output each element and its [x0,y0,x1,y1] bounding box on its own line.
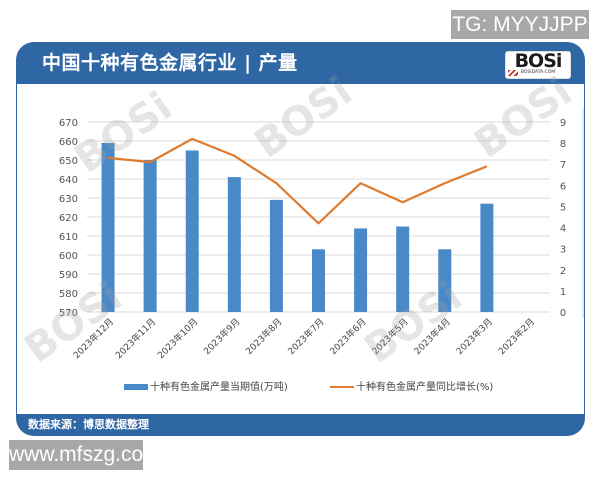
chart-footer: 数据来源：博思数据整理 [16,414,585,436]
left-axis-tick: 610 [59,232,78,243]
left-axis-tick: 670 [59,118,78,129]
bosi-logo: BOSi BOSIDATA.COM [505,50,571,79]
left-axis-tick: 660 [59,137,78,148]
bar [185,150,199,312]
category-label: 2023年7月 [285,316,326,357]
right-axis-tick: 1 [560,287,566,298]
chart-legend: 十种有色金属产量当期值(万吨) 十种有色金属产量同比增长(%) [0,381,600,395]
chart-title: 中国十种有色金属行业 | 产量 [42,52,298,74]
logo-stripe-icon [508,70,518,76]
bar [354,228,368,312]
line-swatch-icon [330,386,354,388]
left-axis-tick: 590 [59,270,78,281]
category-label: 2023年10月 [155,316,201,362]
website-watermark-badge: www.mfszg.com [9,440,161,470]
left-axis-tick: 570 [59,308,78,319]
right-axis-tick: 5 [560,202,566,213]
right-axis-tick: 3 [560,245,566,256]
logo-text: BOSi [514,50,563,72]
category-label: 2023年11月 [113,316,159,362]
bar [438,249,452,312]
bar [396,226,410,312]
bar [101,142,115,312]
legend-line-label: 十种有色金属产量同比增长(%) [356,382,494,393]
bar [143,160,157,312]
right-axis-tick: 0 [560,308,566,319]
bar [227,177,241,312]
bar [312,249,325,312]
bar [269,199,283,312]
category-label: 2023年4月 [411,316,452,357]
legend-bar-label: 十种有色金属产量当期值(万吨) [150,382,288,393]
category-label: 2023年9月 [201,316,242,357]
logo-subtext: BOSIDATA.COM [520,70,556,75]
right-axis-tick: 2 [560,266,566,277]
left-axis-tick: 630 [59,194,78,205]
right-axis-tick: 8 [560,139,566,150]
left-axis-tick: 600 [59,251,78,262]
left-axis-tick: 640 [59,175,78,186]
right-axis-tick: 9 [560,118,566,129]
category-label: 2023年12月 [71,316,117,362]
legend-item-bar: 十种有色金属产量当期值(万吨) [124,381,288,395]
bar-swatch-icon [124,384,148,390]
category-label: 2023年5月 [369,316,410,357]
chart-header: 中国十种有色金属行业 | 产量 BOSi BOSIDATA.COM [16,42,585,84]
left-axis-tick: 620 [59,213,78,224]
bar [480,203,494,312]
category-label: 2023年6月 [327,316,368,357]
category-label: 2023年2月 [496,316,537,357]
right-axis-tick: 7 [560,160,566,171]
data-source-text: 数据来源：博思数据整理 [28,418,149,431]
tg-watermark-badge: TG: MYYJJPP [451,10,589,39]
left-axis-tick: 580 [59,289,78,300]
yoy-growth-line [107,137,488,225]
legend-item-line: 十种有色金属产量同比增长(%) [330,381,493,395]
right-axis-tick: 6 [560,181,566,192]
right-axis-tick: 4 [560,224,566,235]
left-axis-tick: 650 [59,156,78,167]
category-label: 2023年3月 [454,316,495,357]
category-label: 2023年8月 [243,316,284,357]
